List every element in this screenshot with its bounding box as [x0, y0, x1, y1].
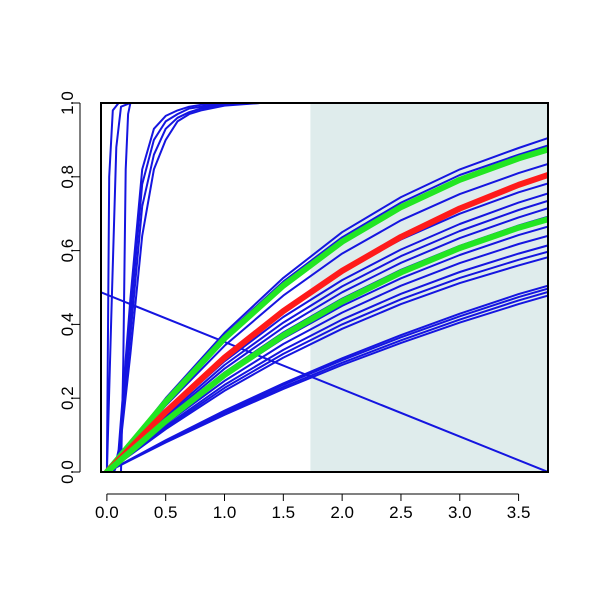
x-tick-label: 0.0: [95, 503, 119, 522]
series-line-27-red: [103, 172, 548, 472]
x-tick-label: 2.0: [330, 503, 354, 522]
series-line-11-blue: [105, 162, 548, 472]
series-line-3-blue: [120, 103, 548, 472]
series-line-1-blue: [105, 103, 548, 472]
y-tick-label: 1.0: [58, 91, 77, 115]
x-tick-label: 3.5: [507, 503, 531, 522]
axes-layer: 0.0 0.5 1.0 1.5 2.0 2.5 3.0 3.5 0.0 0.2 0.4 0.6 0.8 1…: [58, 91, 530, 522]
x-tick-label: 3.0: [448, 503, 472, 522]
y-tick-label: 0.6: [58, 239, 77, 263]
y-tick-label: 0.2: [58, 386, 77, 410]
series-line-14-blue: [105, 199, 548, 472]
series-line-7-blue: [112, 103, 548, 472]
x-tick-label: 1.0: [213, 503, 237, 522]
series-line-25-blue: [105, 284, 548, 472]
y-tick-label: 0.0: [58, 460, 77, 484]
y-tick-label: 0.4: [58, 313, 77, 337]
series-line-20-blue: [105, 250, 548, 472]
y-tick-label: 0.8: [58, 165, 77, 189]
series-line-18-blue: [105, 234, 548, 472]
x-tick-label: 0.5: [154, 503, 178, 522]
x-tick-label: 1.5: [272, 503, 296, 522]
series-line-19-blue: [105, 244, 548, 472]
series-line-8-blue: [101, 291, 548, 472]
curves-layer: [101, 103, 548, 472]
series-line-15-blue: [105, 207, 548, 472]
series-line-28-green: [103, 216, 548, 472]
plot-frame-layer: [100, 102, 549, 473]
series-line-21-blue: [105, 256, 548, 472]
series-line-2-blue: [105, 103, 548, 472]
series-line-26-green: [103, 146, 548, 472]
plot-frame: [100, 102, 549, 473]
x-tick-label: 2.5: [389, 503, 413, 522]
